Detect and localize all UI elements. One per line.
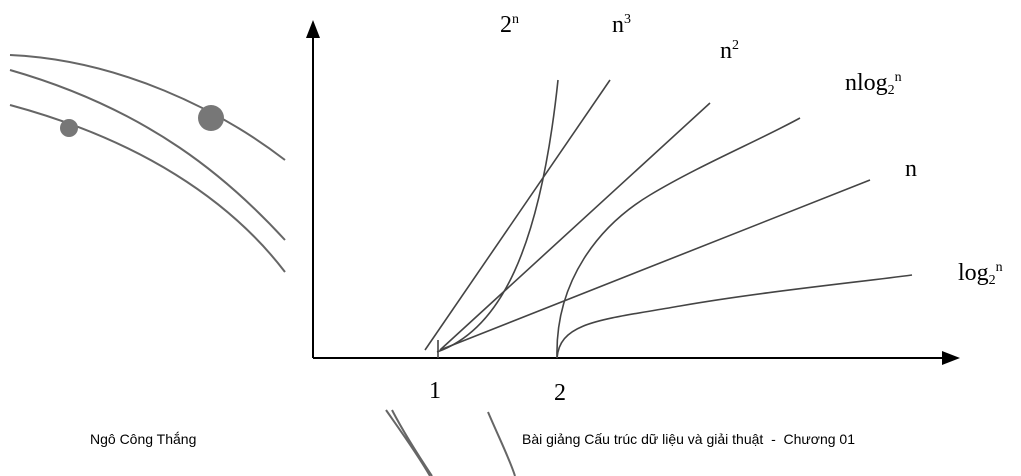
curve-logn	[557, 275, 912, 358]
y-arrow	[306, 20, 320, 38]
x-tick-label: 1	[429, 378, 441, 404]
decor-dot	[198, 105, 224, 131]
decor-curve	[10, 55, 285, 160]
curve-label: 2n	[500, 12, 519, 38]
decor-curve	[10, 70, 285, 240]
slide: 2n n3 n2 nlog2n n log2n 1 2 Ngô Công Thắ…	[0, 0, 1021, 476]
decor-curve	[10, 105, 285, 272]
curve-n	[440, 180, 870, 350]
x-tick-label: 2	[554, 380, 566, 406]
curve-label: n	[905, 156, 917, 182]
decor-curve	[488, 412, 515, 476]
footer-course: Bài giảng Cấu trúc dữ liệu và giải thuật…	[522, 431, 855, 447]
decor-dot	[60, 119, 78, 137]
decor-curve	[386, 410, 432, 476]
curve-n3	[425, 80, 610, 350]
footer-author: Ngô Công Thắng	[90, 431, 196, 447]
curve-label: n2	[720, 38, 739, 64]
curve-label: n3	[612, 12, 631, 38]
curve-n2	[440, 103, 710, 350]
curve-label: nlog2n	[845, 70, 902, 98]
x-arrow	[942, 351, 960, 365]
curve-label: log2n	[958, 260, 1003, 288]
